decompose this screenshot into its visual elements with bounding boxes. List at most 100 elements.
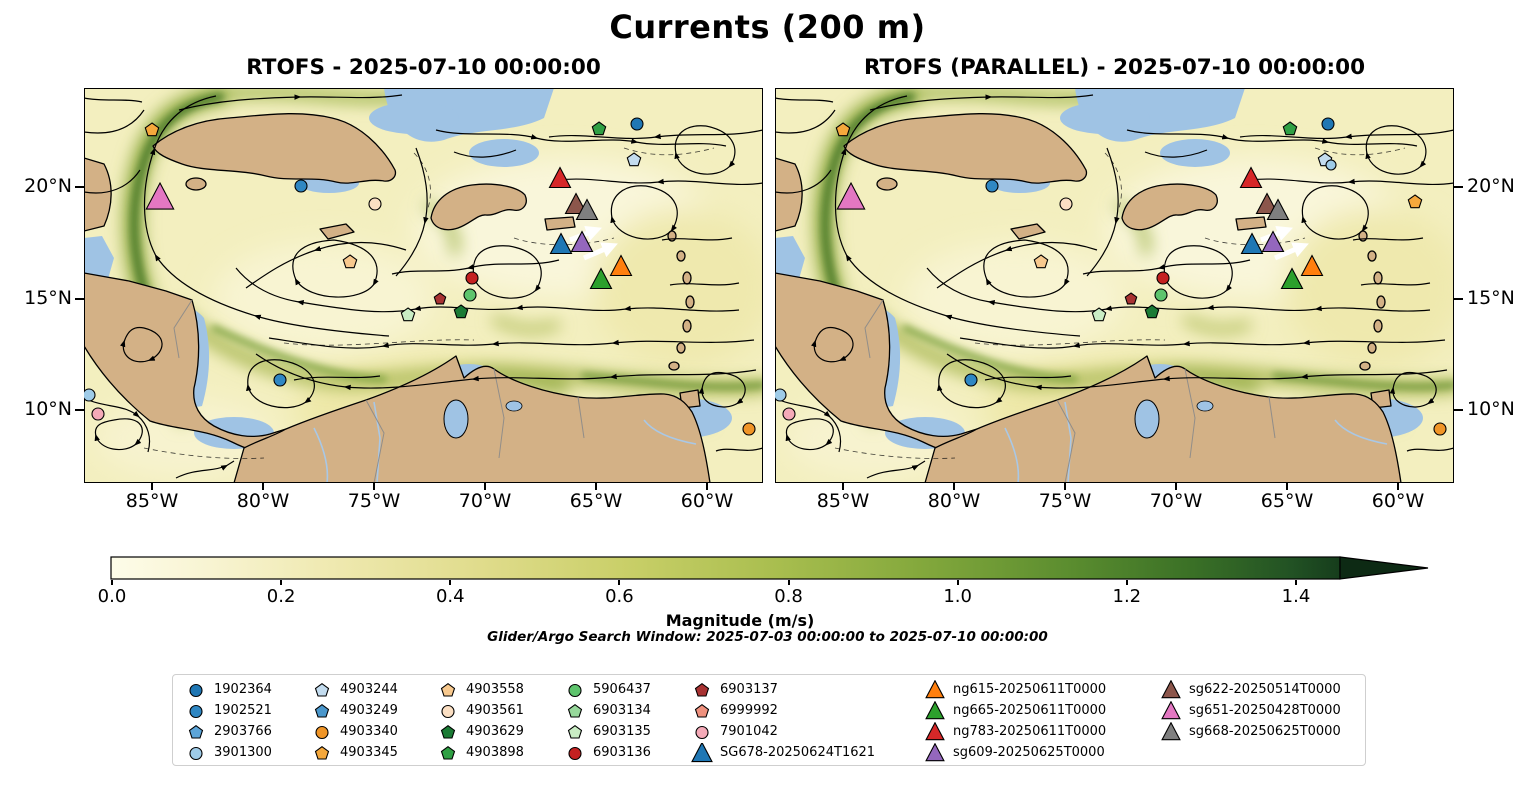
legend-item: 4903898 (437, 742, 564, 763)
lon-tick-label: 85°W (125, 490, 179, 512)
legend-item: ng615-20250611T0000 (924, 679, 1160, 700)
colorbar-tick-mark (449, 580, 452, 585)
legend-column: 4903558 4903561 4903629 4903898 (437, 679, 564, 763)
glider-marker (609, 254, 633, 277)
glider-marker (570, 230, 594, 253)
circle-marker-icon-glyph (695, 725, 709, 739)
lat-tick-label: 20°N (1467, 175, 1515, 197)
argo-float-marker (1321, 117, 1335, 131)
argo-float-marker (1091, 307, 1107, 322)
glider-marker (1239, 166, 1263, 189)
argo-float-marker (368, 197, 382, 211)
triangle-marker-icon-glyph (1161, 679, 1181, 698)
argo-float-marker (782, 407, 796, 421)
legend-item: 1902521 (185, 700, 311, 721)
argo-float-marker (591, 121, 607, 136)
circle-marker-icon-glyph (441, 704, 455, 718)
glider-marker (564, 192, 588, 215)
legend-label: 3901300 (214, 745, 272, 760)
legend-item: 4903249 (311, 700, 437, 721)
legend-item: ng665-20250611T0000 (924, 700, 1160, 721)
pentagon-marker-icon-glyph (314, 703, 330, 718)
figure-title: Currents (200 m) (609, 8, 926, 46)
map-markers (775, 117, 1447, 436)
legend-item: 3901300 (185, 742, 311, 763)
lon-tick-mark (1175, 483, 1177, 490)
argo-float-marker (400, 307, 416, 322)
legend-item: sg622-20250514T0000 (1160, 679, 1356, 700)
pentagon-marker-icon-glyph (440, 682, 456, 697)
legend-label: ng783-20250611T0000 (953, 724, 1107, 739)
argo-float-marker (465, 271, 479, 285)
legend-item: 6903136 (564, 742, 691, 763)
lon-tick-mark (1064, 483, 1066, 490)
legend-label: sg651-20250428T0000 (1189, 703, 1341, 718)
glider-marker (1240, 232, 1264, 255)
legend-label: ng615-20250611T0000 (953, 682, 1107, 697)
legend-label: 4903629 (466, 724, 524, 739)
pentagon-marker-icon-glyph (314, 682, 330, 697)
pentagon-marker-icon (440, 682, 456, 697)
search-window-note: Glider/Argo Search Window: 2025-07-03 00… (487, 629, 1048, 645)
legend-label: sg668-20250625T0000 (1189, 724, 1341, 739)
triangle-marker-icon (925, 700, 945, 719)
legend-item: SG678-20250624T1621 (691, 742, 924, 763)
lat-tick-mark (75, 186, 84, 188)
lat-tick-mark (1454, 298, 1463, 300)
triangle-marker-icon (691, 742, 713, 762)
colorbar-tick-mark (956, 580, 959, 585)
argo-float-marker (273, 373, 287, 387)
glider-marker (1266, 198, 1290, 221)
colorbar-tick-label: 0.2 (266, 586, 296, 607)
colorbar-tick-mark (618, 580, 621, 585)
argo-float-marker (742, 422, 756, 436)
colorbar-tick-label: 1.4 (1281, 586, 1311, 607)
legend-label: ng665-20250611T0000 (953, 703, 1107, 718)
legend-label: 4903244 (340, 682, 398, 697)
map-markers (84, 117, 756, 436)
glider-marker (836, 181, 866, 210)
triangle-marker-icon (925, 679, 945, 698)
colorbar-tick-label: 0.8 (774, 586, 803, 607)
pentagon-marker-icon (567, 703, 583, 718)
glider-marker (1280, 267, 1304, 290)
pentagon-marker-icon-glyph (314, 745, 330, 760)
legend-label: 4903249 (340, 703, 398, 718)
circle-marker-icon (568, 683, 582, 697)
lon-tick-label: 75°W (1038, 490, 1092, 512)
pentagon-marker-icon-glyph (694, 682, 710, 697)
argo-float-marker (775, 388, 787, 402)
lon-tick-mark (151, 483, 153, 490)
colorbar-tick-mark (111, 580, 113, 585)
lat-tick-mark (1454, 409, 1463, 411)
legend-label: 1902364 (214, 682, 272, 697)
triangle-marker-icon-glyph (925, 700, 945, 719)
legend-label: SG678-20250624T1621 (720, 745, 876, 760)
argo-float-marker (294, 179, 308, 193)
argo-float-marker (1433, 422, 1447, 436)
colorbar-tick-label: 0.6 (605, 586, 634, 607)
legend-item: 4903340 (311, 721, 437, 742)
argo-float-marker (1059, 197, 1073, 211)
legend-label: 6903134 (593, 703, 651, 718)
pentagon-marker-icon (314, 682, 330, 697)
lat-tick-label: 10°N (1467, 398, 1515, 420)
pentagon-marker-icon-glyph (440, 724, 456, 739)
argo-float-marker (91, 407, 105, 421)
legend-label: 6999992 (720, 703, 778, 718)
legend-item: 6903134 (564, 700, 691, 721)
pentagon-marker-icon (694, 703, 710, 718)
circle-marker-icon (189, 746, 203, 760)
circle-marker-icon-glyph (568, 683, 582, 697)
legend-item: 2903766 (185, 721, 311, 742)
lat-tick-mark (1454, 186, 1463, 188)
lon-tick-label: 65°W (569, 490, 623, 512)
pentagon-marker-icon (694, 682, 710, 697)
glider-marker (1300, 254, 1324, 277)
lat-tick-mark (75, 409, 84, 411)
lat-tick-label: 15°N (24, 287, 72, 309)
argo-float-marker (985, 179, 999, 193)
legend-label: 7901042 (720, 724, 778, 739)
panel-rtofs-parallel: RTOFS (PARALLEL) - 2025-07-10 00:00:00 8… (775, 55, 1515, 512)
